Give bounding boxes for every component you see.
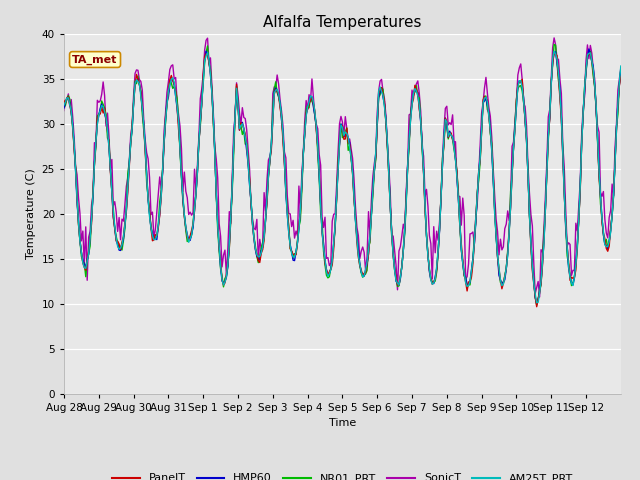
- NR01_PRT: [355, 251, 362, 256]
- SonicT: [430, 224, 438, 229]
- AM25T_PRT: [73, 195, 81, 201]
- Line: HMP60: HMP60: [64, 49, 621, 304]
- AM25T_PRT: [430, 280, 438, 286]
- SonicT: [355, 233, 362, 239]
- PanelT: [533, 304, 541, 310]
- PanelT: [73, 195, 81, 201]
- HMP60: [585, 46, 593, 52]
- NR01_PRT: [550, 42, 558, 48]
- Line: NR01_PRT: NR01_PRT: [64, 45, 621, 305]
- PanelT: [430, 278, 438, 284]
- HMP60: [355, 248, 362, 253]
- SonicT: [617, 65, 625, 71]
- Line: AM25T_PRT: AM25T_PRT: [64, 51, 621, 303]
- NR01_PRT: [289, 255, 297, 261]
- AM25T_PRT: [447, 132, 455, 138]
- AM25T_PRT: [289, 254, 297, 260]
- SonicT: [60, 108, 68, 113]
- HMP60: [60, 105, 68, 111]
- AM25T_PRT: [533, 300, 541, 306]
- NR01_PRT: [533, 302, 541, 308]
- Line: PanelT: PanelT: [64, 53, 621, 307]
- Title: Alfalfa Temperatures: Alfalfa Temperatures: [263, 15, 422, 30]
- Line: SonicT: SonicT: [64, 38, 621, 297]
- HMP60: [430, 281, 438, 287]
- PanelT: [60, 98, 68, 104]
- Legend: PanelT, HMP60, NR01_PRT, SonicT, AM25T_PRT: PanelT, HMP60, NR01_PRT, SonicT, AM25T_P…: [108, 469, 577, 480]
- PanelT: [586, 50, 594, 56]
- X-axis label: Time: Time: [329, 418, 356, 428]
- NR01_PRT: [430, 280, 438, 286]
- HMP60: [73, 200, 81, 205]
- PanelT: [289, 252, 297, 257]
- PanelT: [355, 254, 362, 260]
- NR01_PRT: [60, 104, 68, 110]
- Text: TA_met: TA_met: [72, 54, 118, 65]
- SonicT: [73, 172, 81, 178]
- NR01_PRT: [73, 192, 81, 198]
- HMP60: [617, 67, 625, 73]
- NR01_PRT: [447, 132, 455, 138]
- SonicT: [109, 203, 117, 209]
- SonicT: [536, 294, 543, 300]
- SonicT: [289, 217, 297, 223]
- HMP60: [533, 301, 541, 307]
- HMP60: [109, 214, 117, 220]
- AM25T_PRT: [109, 209, 117, 215]
- AM25T_PRT: [550, 48, 558, 54]
- PanelT: [109, 215, 117, 220]
- NR01_PRT: [617, 67, 625, 72]
- PanelT: [617, 73, 625, 79]
- AM25T_PRT: [60, 102, 68, 108]
- AM25T_PRT: [355, 252, 362, 258]
- PanelT: [447, 130, 455, 136]
- HMP60: [289, 257, 297, 263]
- Y-axis label: Temperature (C): Temperature (C): [26, 168, 36, 259]
- SonicT: [550, 35, 558, 41]
- NR01_PRT: [109, 205, 117, 211]
- AM25T_PRT: [617, 63, 625, 69]
- SonicT: [447, 121, 455, 127]
- HMP60: [447, 132, 455, 138]
